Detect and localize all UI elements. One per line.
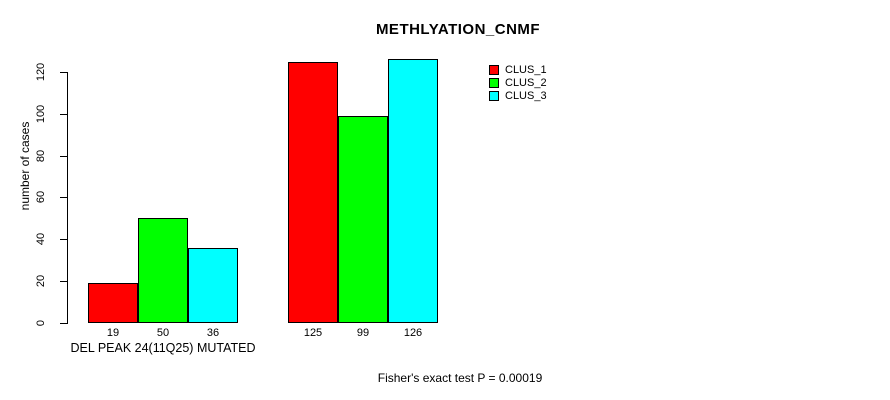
legend-item-clus_2: CLUS_2	[489, 77, 547, 90]
y-axis-label: number of cases	[18, 121, 32, 211]
y-axis-tick-label: 100	[35, 104, 47, 124]
bar-value-label: 19	[106, 327, 120, 339]
bar-clus_2-group2	[338, 116, 388, 323]
legend-item-clus_3: CLUS_3	[489, 89, 547, 102]
bar-value-label: 50	[156, 327, 170, 339]
bar-clus_3-group2	[388, 59, 438, 323]
bar-value-label: 125	[303, 327, 323, 339]
bar-value-label: 99	[356, 327, 370, 339]
y-axis-tick	[60, 323, 67, 324]
y-axis-tick-label: 80	[35, 149, 47, 163]
legend-item-clus_1: CLUS_1	[489, 64, 547, 77]
footer-stat-text: Fisher's exact test P = 0.00019	[377, 371, 543, 385]
chart-title: METHLYATION_CNMF	[375, 21, 541, 38]
y-axis-tick-label: 60	[35, 190, 47, 204]
y-axis-tick	[60, 156, 67, 157]
bar-clus_2-group1	[138, 218, 188, 323]
y-axis-tick-label: 0	[35, 319, 47, 327]
bar-clus_1-group1	[88, 283, 138, 323]
y-axis-tick	[60, 281, 67, 282]
legend-swatch-clus_2	[489, 78, 499, 89]
legend-label: CLUS_3	[505, 89, 547, 102]
y-axis-tick	[60, 72, 67, 73]
legend-label: CLUS_1	[505, 64, 547, 77]
legend-swatch-clus_3	[489, 90, 499, 101]
bar-clus_3-group1	[188, 248, 238, 323]
y-axis-tick-label: 20	[35, 274, 47, 288]
bar-value-label: 36	[206, 327, 220, 339]
y-axis-tick-label: 120	[35, 62, 47, 82]
y-axis-line	[67, 72, 68, 324]
y-axis-tick	[60, 239, 67, 240]
y-axis-tick	[60, 114, 67, 115]
bar-value-label: 126	[403, 327, 423, 339]
y-axis-tick	[60, 197, 67, 198]
y-axis-tick-label: 40	[35, 232, 47, 246]
bar-clus_1-group2	[288, 62, 338, 323]
legend-swatch-clus_1	[489, 65, 499, 76]
x-axis-group-label: DEL PEAK 24(11Q25) MUTATED	[70, 341, 256, 355]
legend: CLUS_1 CLUS_2 CLUS_3	[489, 64, 547, 102]
legend-label: CLUS_2	[505, 77, 547, 90]
